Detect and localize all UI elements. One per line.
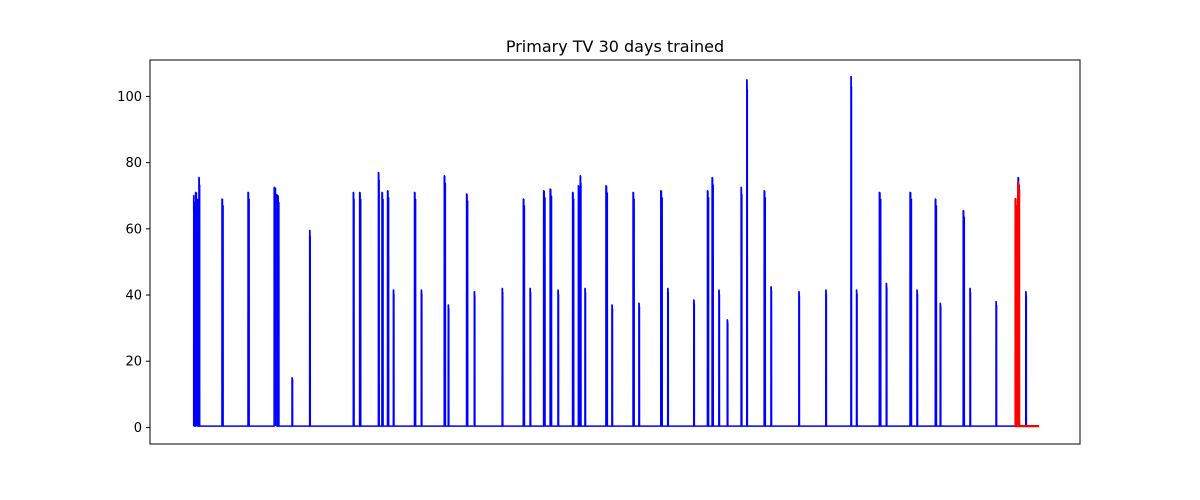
plot-frame: [149, 59, 1081, 445]
y-tick-label: 0: [134, 421, 142, 436]
series-line-0: [192, 75, 1037, 427]
y-tick-label: 40: [125, 289, 142, 304]
y-tick-label: 60: [125, 222, 142, 237]
y-axis: 0 20 40 60 80 100: [117, 90, 150, 436]
y-tick-label: 20: [125, 355, 142, 370]
y-tick-label: 80: [125, 156, 142, 171]
series-layer: [192, 75, 1040, 428]
chart-title: Primary TV 30 days trained: [506, 37, 724, 56]
y-tick-label: 100: [117, 90, 142, 105]
